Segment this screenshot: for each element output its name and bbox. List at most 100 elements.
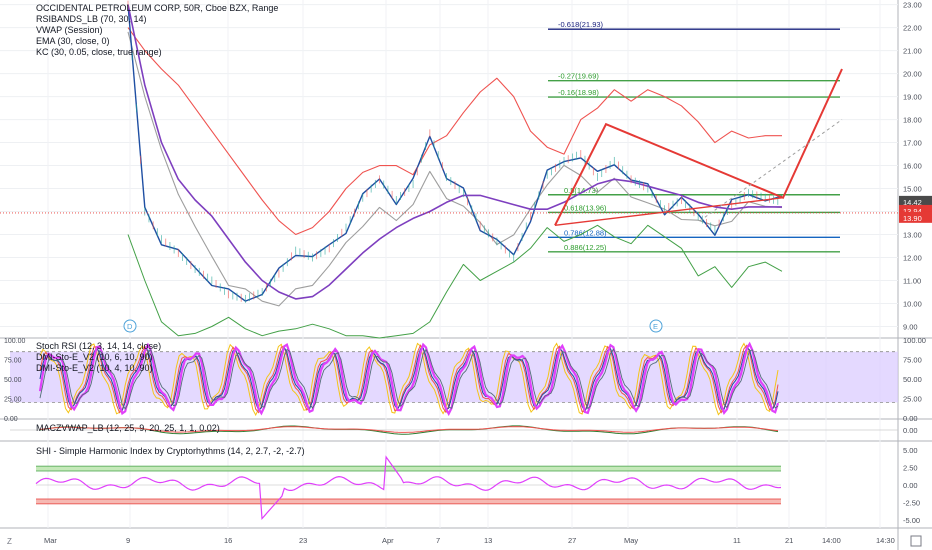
- stoch-tick-label: 25.00: [903, 395, 922, 404]
- indicator-label[interactable]: KC (30, 0.05, close, true range): [36, 47, 162, 57]
- upper-band: [36, 466, 781, 471]
- fib-label: 0.5(14.73): [564, 186, 599, 195]
- price-axis: 23.00 22.00 21.00 20.00 19.00 18.00 17.00 16.00…: [899, 1, 932, 332]
- stoch-line-yellow: [39, 342, 779, 417]
- price-label-box: [899, 204, 932, 216]
- shi-tick-label: 2.50: [903, 464, 918, 473]
- shi-tick-label: 5.00: [903, 446, 918, 455]
- stoch-tick-label: 50.00: [903, 375, 922, 384]
- shi-tick-label: -5.00: [903, 516, 920, 525]
- x-tick-label: 14:00: [822, 536, 841, 545]
- y-tick-label: 21.00: [903, 47, 922, 56]
- main-grid: [0, 0, 898, 528]
- indicator-label[interactable]: RSIBANDS_LB (70, 30, 14): [36, 14, 147, 24]
- stoch-tick-label: 75.00: [903, 356, 922, 365]
- main-legend: OCCIDENTAL PETROLEUM CORP, 50R, Cboe BZX…: [36, 3, 278, 58]
- price-series-line: [127, 224, 783, 339]
- macd-panel: 0.00: [10, 425, 918, 435]
- shi-legend: SHI - Simple Harmonic Index by Cryptorhy…: [36, 446, 305, 457]
- shi-tick-label: -2.50: [903, 499, 920, 508]
- stoch-tick-label-left: 50.00: [4, 377, 22, 384]
- stoch-tick-label: 0.00: [903, 414, 918, 423]
- y-tick-label: 12.00: [903, 254, 922, 263]
- pattern-line: [554, 197, 784, 227]
- zoom-icon[interactable]: Z: [7, 537, 12, 546]
- y-tick-label: 20.00: [903, 70, 922, 79]
- stoch-tick-label-left: 100.00: [4, 338, 26, 345]
- fib-label: -0.16(18.98): [558, 88, 599, 97]
- indicator-label[interactable]: VWAP (Session): [36, 25, 103, 35]
- price-label: 13.94: [903, 207, 922, 216]
- macd-tick-label: 0.00: [903, 426, 918, 435]
- x-tick-label: 21: [785, 536, 793, 545]
- y-tick-label: 15.00: [903, 185, 922, 194]
- indicator-label[interactable]: SHI - Simple Harmonic Index by Cryptorhy…: [36, 446, 305, 456]
- y-tick-label: 23.00: [903, 1, 922, 10]
- main-series: [0, 0, 898, 339]
- indicator-label[interactable]: EMA (30, close, 0): [36, 36, 110, 46]
- x-tick-label: 11: [733, 536, 741, 545]
- x-tick-label: 7: [436, 536, 440, 545]
- y-tick-label: 10.00: [903, 300, 922, 309]
- stoch-line-magenta: [38, 341, 780, 417]
- fib-label: 0.786(12.88): [564, 228, 607, 237]
- macd-legend: MACZVWAP_LB (12, 25, 9, 20, 25, 1, 1, 0.…: [36, 423, 220, 434]
- price-label: 14.42: [903, 198, 922, 207]
- y-tick-label: 19.00: [903, 93, 922, 102]
- y-tick-label: 13.00: [903, 231, 922, 240]
- y-tick-label: 18.00: [903, 116, 922, 125]
- y-tick-label: 16.00: [903, 162, 922, 171]
- lower-band: [36, 499, 781, 504]
- x-tick-label: 14:30: [876, 536, 895, 545]
- x-tick-label: Apr: [382, 536, 394, 545]
- x-tick-label: Mar: [44, 536, 57, 545]
- x-tick-label: 27: [568, 536, 576, 545]
- signal-line: [39, 426, 779, 433]
- y-tick-label: 22.00: [903, 24, 922, 33]
- price-series-line: [127, 31, 783, 307]
- x-tick-label: 9: [126, 536, 130, 545]
- price-series-line: [127, 27, 782, 236]
- y-tick-label: 11.00: [903, 277, 921, 286]
- stoch-tick-label: 100.00: [903, 336, 926, 345]
- event-marker-label: D: [127, 322, 133, 331]
- price-label: 13.90: [903, 214, 922, 223]
- event-marker: [123, 319, 137, 333]
- fib-label: 0.618(13.96): [564, 203, 607, 212]
- shi-line: [35, 455, 782, 521]
- stoch-tick-label-left: 25.00: [4, 397, 22, 404]
- y-tick-label: 17.00: [903, 139, 922, 148]
- price-series-line: [127, 4, 782, 300]
- indicator-label[interactable]: MACZVWAP_LB (12, 25, 9, 20, 25, 1, 1, 0.…: [36, 423, 220, 433]
- stoch-tick-label-left: 75.00: [4, 358, 22, 365]
- y-tick-label: 9.00: [903, 323, 918, 332]
- x-tick-label: 23: [299, 536, 307, 545]
- price-label-box: [899, 195, 932, 207]
- stoch-line-gray: [39, 348, 779, 410]
- price-label-box: [899, 211, 932, 223]
- pattern-lines: [554, 68, 843, 227]
- stoch-line-red: [39, 344, 779, 414]
- fib-label: -0.27(19.69): [558, 72, 599, 81]
- fib-label: 0.886(12.25): [564, 243, 607, 252]
- x-tick-label: 16: [224, 536, 232, 545]
- stoch-panel: 100.00 75.00 50.00 25.00 0.00 100.00 75.00 50.0…: [4, 336, 926, 423]
- x-tick-label: 13: [484, 536, 492, 545]
- symbol-title: OCCIDENTAL PETROLEUM CORP, 50R, Cboe BZX…: [36, 3, 279, 13]
- indicator-label[interactable]: Stoch RSI (12, 3, 14, 14, close): [36, 341, 162, 351]
- event-marker: [649, 319, 663, 333]
- x-tick-label: May: [624, 536, 638, 545]
- settings-icon[interactable]: [910, 535, 922, 547]
- macd-line: [39, 425, 779, 435]
- indicator-label[interactable]: DMI-Sto-E_V2 (10, 6, 10, 90): [36, 352, 153, 362]
- trend-line: [699, 119, 843, 222]
- time-axis: Mar 9 16 23 Apr 7 13 27 May 11 21 14:00 14:30: [44, 536, 895, 545]
- pattern-line: [554, 68, 843, 226]
- stoch-tick-label-left: 0.00: [4, 416, 18, 423]
- indicator-label[interactable]: DMI-Sto-E_V2 (10, 4, 10, 90): [36, 363, 153, 373]
- fib-levels: -0.618(21.93) -0.27(19.69) -0.16(18.98) 0.5…: [548, 20, 840, 253]
- shi-panel: 5.00 2.50 0.00 -2.50 -5.00: [35, 446, 920, 525]
